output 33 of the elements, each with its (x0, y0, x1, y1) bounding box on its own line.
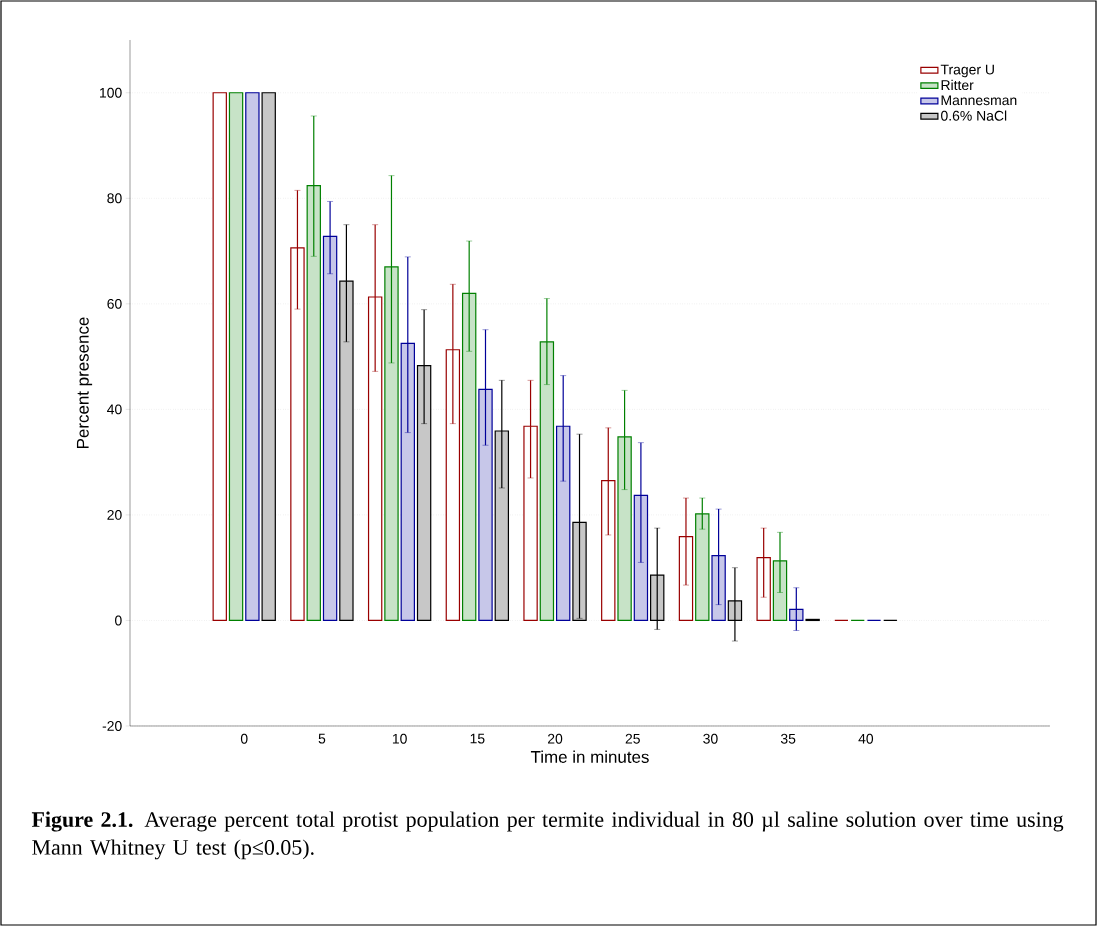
y-tick-label: 0 (115, 615, 122, 626)
legend-label: Ritter (941, 79, 974, 91)
x-tick-label: 35 (780, 733, 796, 744)
x-axis-title: Time in minutes (530, 750, 649, 763)
legend-label: 0.6% NaCl (941, 110, 1007, 121)
bar (261, 92, 276, 622)
bar (555, 425, 571, 622)
y-tick-label: 100 (100, 87, 122, 98)
y-tick-label: 60 (107, 298, 122, 309)
y-tick-label: 80 (107, 193, 122, 204)
x-tick-label: 0 (240, 733, 248, 744)
bar (400, 342, 415, 622)
bar (461, 292, 477, 622)
x-tick-label: 5 (318, 733, 326, 744)
text: Figure 2.1. Average percent total protist population per termite individual in 80 µl saline solution over time using Mann Whitney U test (p≤0.05). (31, 811, 1064, 860)
bar (322, 235, 338, 622)
y-axis-title: Percent presence (76, 317, 93, 448)
bar (212, 92, 227, 622)
bar (478, 388, 493, 622)
x-tick-label: 10 (392, 733, 407, 744)
y-tick-label: 20 (107, 509, 122, 520)
x-tick-label: 40 (858, 733, 874, 744)
x-tick-label: 25 (625, 733, 640, 744)
bar (245, 92, 260, 622)
x-tick-label: 30 (703, 733, 718, 744)
x-tick-label: 15 (470, 733, 485, 744)
bar (228, 92, 244, 622)
legend-label: Trager U (940, 64, 994, 78)
x-tick-label: 20 (547, 733, 563, 744)
y-tick-label: -20 (102, 721, 122, 731)
bar (523, 425, 538, 622)
legend-label: Mannesman (941, 95, 1017, 106)
y-tick-label: 40 (107, 404, 122, 415)
